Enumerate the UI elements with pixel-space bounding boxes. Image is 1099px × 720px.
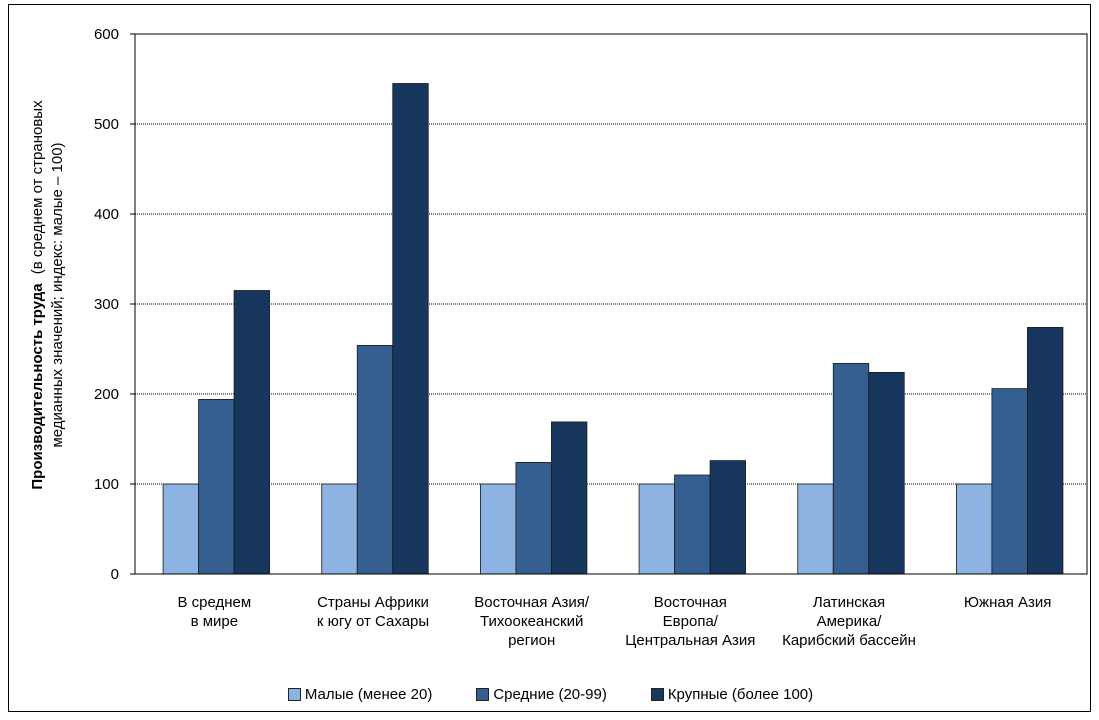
grid-lines <box>135 123 1087 485</box>
bar-small <box>321 483 358 575</box>
category-label: В среднем в мире <box>177 594 251 630</box>
category-label: Южная Азия <box>964 594 1052 611</box>
legend-swatch-small <box>287 687 301 701</box>
y-tick-label: 300 <box>94 296 119 313</box>
y-tick-label: 100 <box>94 476 119 493</box>
bar-large <box>551 421 588 575</box>
bar-small <box>162 483 199 575</box>
bar-large <box>392 83 429 575</box>
bar-large <box>868 371 905 575</box>
y-axis-ticks: 0 100 200 300 400 500 600 <box>94 26 135 583</box>
category-label: Страны Африки к югу от Сахары <box>317 594 429 630</box>
bar-medium <box>674 474 711 575</box>
legend-label-large: Крупные (более 100) <box>667 685 814 703</box>
bar-small <box>638 483 675 575</box>
bar-large <box>1027 326 1064 575</box>
chart-frame: 0 100 200 300 400 500 600 В среднем в мире Стран… <box>8 4 1091 712</box>
legend-swatch-large <box>650 687 664 701</box>
bar-small <box>797 483 834 575</box>
y-tick-label: 400 <box>94 206 119 223</box>
category-label: Латинская Америка/Карибский бассейн <box>782 594 916 649</box>
y-axis-label-line2: медианных значений; индекс: малые – 100) <box>49 142 66 447</box>
bar-small <box>956 483 993 575</box>
legend-item-small: Малые (менее 20) <box>287 685 433 703</box>
bar-medium <box>356 344 394 575</box>
y-axis-label-bold: Производительность труда <box>29 283 46 490</box>
y-tick-label: 600 <box>94 26 119 43</box>
legend: Малые (менее 20) Средние (20-99) Крупные… <box>9 683 1092 705</box>
y-tick-label: 0 <box>111 566 119 583</box>
bar-medium <box>832 362 870 575</box>
legend-item-large: Крупные (более 100) <box>650 685 814 703</box>
y-axis-label: Производительность труда (в среднем от с… <box>29 100 46 490</box>
legend-label-medium: Средние (20-99) <box>493 685 607 703</box>
bar-large <box>233 290 270 575</box>
bar-small <box>480 483 517 575</box>
bars <box>162 83 1064 575</box>
bar-chart: 0 100 200 300 400 500 600 В среднем в мире Стран… <box>29 26 1088 649</box>
category-label: Восточная Азия/Тихоокеанский регион <box>474 594 590 649</box>
bar-large <box>709 460 746 575</box>
y-tick-label: 500 <box>94 116 119 133</box>
legend-swatch-medium <box>476 687 490 701</box>
x-axis-categories: В среднем в мире Страны Африки к югу от Сах… <box>177 594 1051 649</box>
y-axis-label-rest: (в среднем от страновых <box>29 100 46 274</box>
bar-medium <box>198 398 235 575</box>
legend-item-medium: Средние (20-99) <box>476 685 607 703</box>
bar-medium <box>991 388 1028 575</box>
legend-label-small: Малые (менее 20) <box>304 685 433 703</box>
y-tick-label: 200 <box>94 386 119 403</box>
bar-medium <box>515 461 552 575</box>
category-label: Восточная Европа/Центральная Азия <box>625 594 755 649</box>
